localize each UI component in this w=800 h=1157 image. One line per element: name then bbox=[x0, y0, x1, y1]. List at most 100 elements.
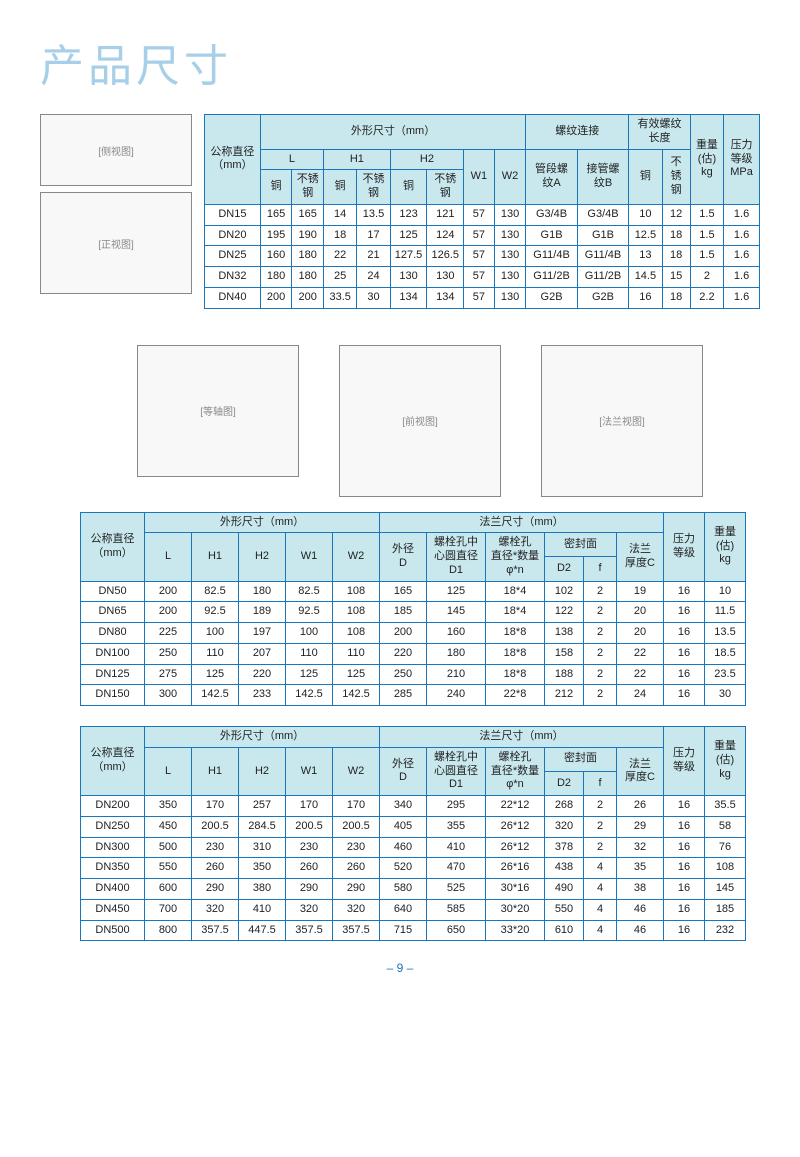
table-cell: 189 bbox=[239, 602, 286, 623]
table-cell: 1.6 bbox=[724, 225, 760, 246]
table-cell: 11.5 bbox=[705, 602, 746, 623]
table-cell: 190 bbox=[292, 225, 324, 246]
table-cell: 350 bbox=[239, 858, 286, 879]
table-cell: 138 bbox=[545, 623, 584, 644]
table-cell: 16 bbox=[629, 287, 662, 308]
diagram-2c: [法兰视图] bbox=[541, 345, 703, 497]
table-cell: 16 bbox=[664, 685, 705, 706]
table-cell: 240 bbox=[427, 685, 486, 706]
table-cell: 57 bbox=[464, 204, 495, 225]
table-cell: 197 bbox=[239, 623, 286, 644]
table-cell: 800 bbox=[145, 920, 192, 941]
table-cell: 2 bbox=[584, 816, 617, 837]
table-cell: 2 bbox=[584, 837, 617, 858]
table-cell: 130 bbox=[494, 287, 526, 308]
table-cell: 130 bbox=[390, 267, 427, 288]
table-cell: 250 bbox=[380, 664, 427, 685]
table-cell: 57 bbox=[464, 287, 495, 308]
table-cell: 10 bbox=[629, 204, 662, 225]
table-cell: 210 bbox=[427, 664, 486, 685]
table-cell: 257 bbox=[239, 796, 286, 817]
table-row: DN5020082.518082.510816512518*4102219161… bbox=[81, 581, 746, 602]
t3-h-dims: 外形尺寸（mm） bbox=[145, 727, 380, 748]
table-cell: 16 bbox=[664, 837, 705, 858]
table-cell: 16 bbox=[664, 920, 705, 941]
table-cell: 165 bbox=[260, 204, 292, 225]
table-cell: DN250 bbox=[81, 816, 145, 837]
table-cell: 82.5 bbox=[192, 581, 239, 602]
table-cell: 200 bbox=[380, 623, 427, 644]
table-3: 公称直径（mm） 外形尺寸（mm） 法兰尺寸（mm） 压力等级 重量(估)kg … bbox=[80, 726, 746, 941]
table-cell: 19 bbox=[617, 581, 664, 602]
table-cell: 26 bbox=[617, 796, 664, 817]
table-cell: 26*12 bbox=[486, 816, 545, 837]
table-row: DN151651651413.512312157130G3/4BG3/4B101… bbox=[205, 204, 760, 225]
table-cell: 92.5 bbox=[286, 602, 333, 623]
table-cell: G11/2B bbox=[577, 267, 628, 288]
table-cell: 15 bbox=[662, 267, 690, 288]
t1-h-H1s: 不锈钢 bbox=[357, 170, 390, 205]
table-cell: 1.6 bbox=[724, 204, 760, 225]
table-cell: 160 bbox=[427, 623, 486, 644]
table-cell: 122 bbox=[545, 602, 584, 623]
table-cell: 46 bbox=[617, 899, 664, 920]
table-cell: 121 bbox=[427, 204, 464, 225]
table-cell: 290 bbox=[286, 879, 333, 900]
table-cell: DN25 bbox=[205, 246, 261, 267]
diagram-1b: [正视图] bbox=[40, 192, 192, 294]
table-cell: 410 bbox=[427, 837, 486, 858]
t3-h-f: f bbox=[584, 771, 617, 795]
table-row: DN150300142.5233142.5142.528524022*82122… bbox=[81, 685, 746, 706]
table-cell: 230 bbox=[192, 837, 239, 858]
table-cell: 35 bbox=[617, 858, 664, 879]
table-cell: 46 bbox=[617, 920, 664, 941]
t3-h-W1: W1 bbox=[286, 747, 333, 795]
table-cell: 24 bbox=[617, 685, 664, 706]
table-cell: DN400 bbox=[81, 879, 145, 900]
table-cell: 165 bbox=[292, 204, 324, 225]
table-cell: 123 bbox=[390, 204, 427, 225]
table-cell: DN65 bbox=[81, 602, 145, 623]
diagram-row-2: [等轴图] [前视图] [法兰视图] bbox=[120, 345, 720, 497]
table-cell: 14.5 bbox=[629, 267, 662, 288]
table-cell: 405 bbox=[380, 816, 427, 837]
table-cell: 100 bbox=[286, 623, 333, 644]
t1-h-H1c: 铜 bbox=[324, 170, 357, 205]
table-cell: G2B bbox=[577, 287, 628, 308]
table-cell: 14 bbox=[324, 204, 357, 225]
table-cell: 110 bbox=[192, 643, 239, 664]
table-cell: 500 bbox=[145, 837, 192, 858]
table-cell: G1B bbox=[577, 225, 628, 246]
table-cell: 158 bbox=[545, 643, 584, 664]
table-cell: 220 bbox=[380, 643, 427, 664]
table-cell: DN300 bbox=[81, 837, 145, 858]
table-cell: 4 bbox=[584, 879, 617, 900]
table-cell: 26*12 bbox=[486, 837, 545, 858]
table-cell: 100 bbox=[192, 623, 239, 644]
table-cell: 18.5 bbox=[705, 643, 746, 664]
t3-h-W2: W2 bbox=[333, 747, 380, 795]
section-1-row: [侧视图] [正视图] 公称直径（mm） 外形尺寸（mm） 螺纹连接 有效螺纹长… bbox=[40, 114, 760, 329]
table-cell: 30*16 bbox=[486, 879, 545, 900]
table-cell: 22 bbox=[617, 643, 664, 664]
table-cell: 134 bbox=[390, 287, 427, 308]
table-cell: 200 bbox=[292, 287, 324, 308]
t1-h-Ls: 不锈钢 bbox=[292, 170, 324, 205]
table-cell: 22 bbox=[617, 664, 664, 685]
table-cell: 110 bbox=[333, 643, 380, 664]
t3-h-seal: 密封面 bbox=[545, 747, 617, 771]
table-cell: DN50 bbox=[81, 581, 145, 602]
table-cell: 108 bbox=[333, 623, 380, 644]
table-1: 公称直径（mm） 外形尺寸（mm） 螺纹连接 有效螺纹长度 重量(估)kg 压力… bbox=[204, 114, 760, 309]
table-cell: 2 bbox=[584, 581, 617, 602]
table-row: DN10025011020711011022018018*81582221618… bbox=[81, 643, 746, 664]
table-cell: 22 bbox=[324, 246, 357, 267]
table-cell: 2 bbox=[584, 796, 617, 817]
table-cell: 16 bbox=[664, 602, 705, 623]
table-cell: 180 bbox=[260, 267, 292, 288]
table-cell: 357.5 bbox=[192, 920, 239, 941]
table-cell: 320 bbox=[192, 899, 239, 920]
table-cell: 29 bbox=[617, 816, 664, 837]
t3-h-H2: H2 bbox=[239, 747, 286, 795]
table-row: DN35055026035026026052047026*16438435161… bbox=[81, 858, 746, 879]
